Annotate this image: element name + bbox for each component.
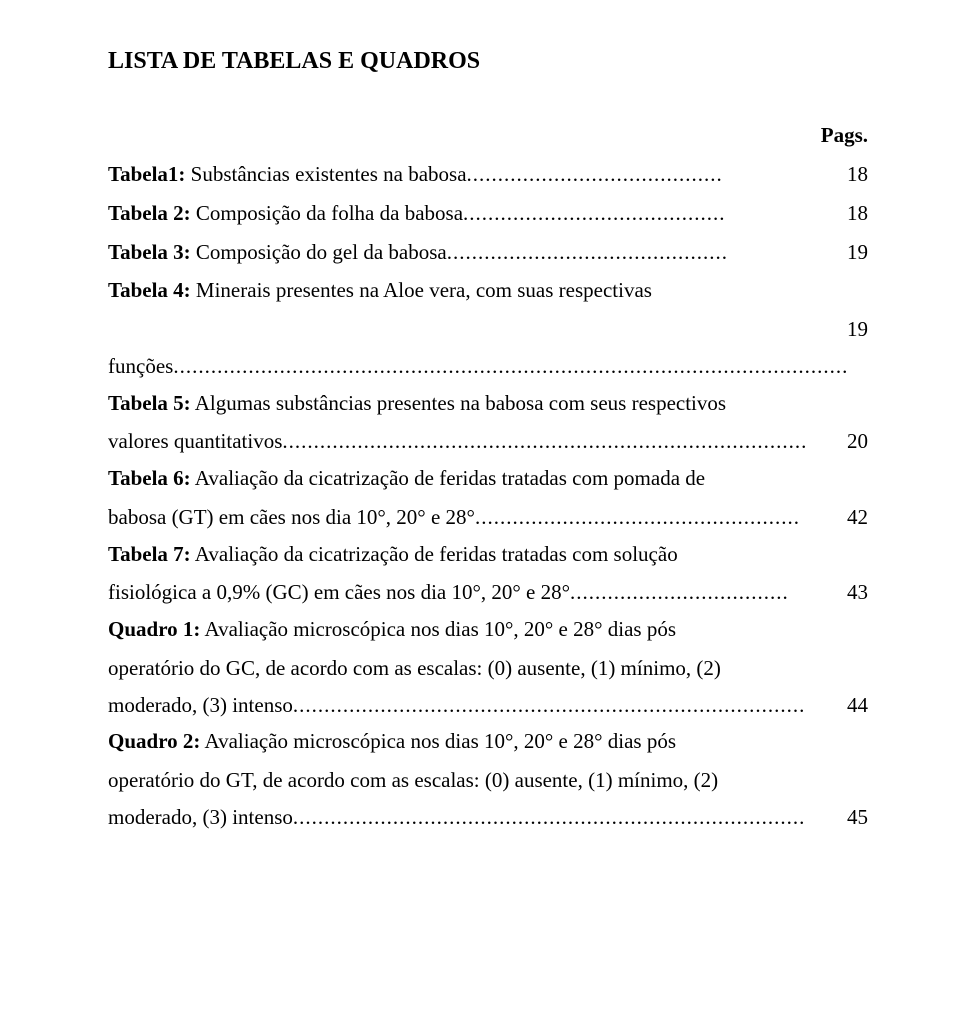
- entry-dots: ........................................…: [173, 354, 848, 378]
- toc-entry: Tabela 4: Minerais presentes na Aloe ver…: [108, 272, 868, 309]
- pags-label: Pags.: [108, 123, 868, 148]
- entry-dots: ........................................…: [463, 201, 726, 225]
- toc-entry: Tabela 5: Algumas substâncias presentes …: [108, 385, 868, 422]
- entry-label: Tabela 3:: [108, 240, 191, 264]
- entry-label: Tabela 7:: [108, 542, 191, 566]
- entry-continuation: operatório do GT, de acordo com as escal…: [108, 762, 868, 799]
- entry-label: Tabela 6:: [108, 466, 191, 490]
- entry-page: 42: [841, 499, 868, 536]
- entry-dots: ........................................…: [293, 693, 806, 717]
- entry-desc: Avaliação microscópica nos dias 10°, 20°…: [200, 617, 676, 641]
- entry-continuation: 20 valores quantitativos................…: [108, 423, 868, 460]
- entry-page: 18: [841, 195, 868, 232]
- entry-cont-text: moderado, (3) intenso: [108, 805, 293, 829]
- entry-desc: Avaliação microscópica nos dias 10°, 20°…: [200, 729, 676, 753]
- entry-desc: Avaliação da cicatrização de feridas tra…: [191, 542, 678, 566]
- entry-continuation: operatório do GC, de acordo com as escal…: [108, 650, 868, 687]
- toc-entry: Quadro 2: Avaliação microscópica nos dia…: [108, 723, 868, 760]
- entry-dots: ........................................…: [475, 505, 800, 529]
- entry-label: Tabela 4:: [108, 278, 191, 302]
- entry-dots: ........................................…: [282, 429, 807, 453]
- entry-dots: ........................................…: [293, 805, 806, 829]
- entry-dots: ...................................: [570, 580, 789, 604]
- entry-desc: Algumas substâncias presentes na babosa …: [191, 391, 726, 415]
- entry-cont-text: babosa (GT) em cães nos dia 10°, 20° e 2…: [108, 505, 475, 529]
- entry-desc: Substâncias existentes na babosa: [185, 162, 466, 186]
- entry-cont-text: valores quantitativos: [108, 429, 282, 453]
- entry-dots: ........................................…: [467, 162, 723, 186]
- entry-label: Tabela 5:: [108, 391, 191, 415]
- entry-continuation: 45 moderado, (3) intenso................…: [108, 799, 868, 836]
- entry-cont-text: fisiológica a 0,9% (GC) em cães nos dia …: [108, 580, 570, 604]
- entry-continuation: 43 fisiológica a 0,9% (GC) em cães nos d…: [108, 574, 868, 611]
- entry-cont-text: operatório do GC, de acordo com as escal…: [108, 656, 721, 680]
- entry-label: Quadro 1:: [108, 617, 200, 641]
- entry-cont-text: moderado, (3) intenso: [108, 693, 293, 717]
- page-title: LISTA DE TABELAS E QUADROS: [108, 48, 868, 75]
- toc-entry: 19 Tabela 3: Composição do gel da babosa…: [108, 234, 868, 271]
- entry-desc: Minerais presentes na Aloe vera, com sua…: [191, 278, 652, 302]
- toc-entry: Quadro 1: Avaliação microscópica nos dia…: [108, 611, 868, 648]
- entry-continuation: 44 moderado, (3) intenso................…: [108, 687, 868, 724]
- entry-page: 44: [841, 687, 868, 724]
- entry-desc: Composição do gel da babosa: [191, 240, 447, 264]
- entry-label: Tabela 2:: [108, 201, 191, 225]
- entry-desc: Composição da folha da babosa: [191, 201, 463, 225]
- entry-page: 45: [841, 799, 868, 836]
- entry-page: 19: [841, 311, 868, 348]
- toc-entry: 18 Tabela 2: Composição da folha da babo…: [108, 195, 868, 232]
- entry-cont-text: funções: [108, 354, 173, 378]
- entry-continuation: 42 babosa (GT) em cães nos dia 10°, 20° …: [108, 499, 868, 536]
- toc-entry: Tabela 6: Avaliação da cicatrização de f…: [108, 460, 868, 497]
- entry-label: Tabela1:: [108, 162, 185, 186]
- entry-page: 43: [841, 574, 868, 611]
- entry-label: Quadro 2:: [108, 729, 200, 753]
- entry-continuation: 19 funções..............................…: [108, 311, 868, 385]
- toc-entry: 18 Tabela1: Substâncias existentes na ba…: [108, 156, 868, 193]
- entry-dots: ........................................…: [447, 240, 728, 264]
- entry-page: 19: [841, 234, 868, 271]
- entry-page: 18: [841, 156, 868, 193]
- entry-page: 20: [841, 423, 868, 460]
- toc-entry: Tabela 7: Avaliação da cicatrização de f…: [108, 536, 868, 573]
- entry-cont-text: operatório do GT, de acordo com as escal…: [108, 768, 718, 792]
- entry-desc: Avaliação da cicatrização de feridas tra…: [191, 466, 705, 490]
